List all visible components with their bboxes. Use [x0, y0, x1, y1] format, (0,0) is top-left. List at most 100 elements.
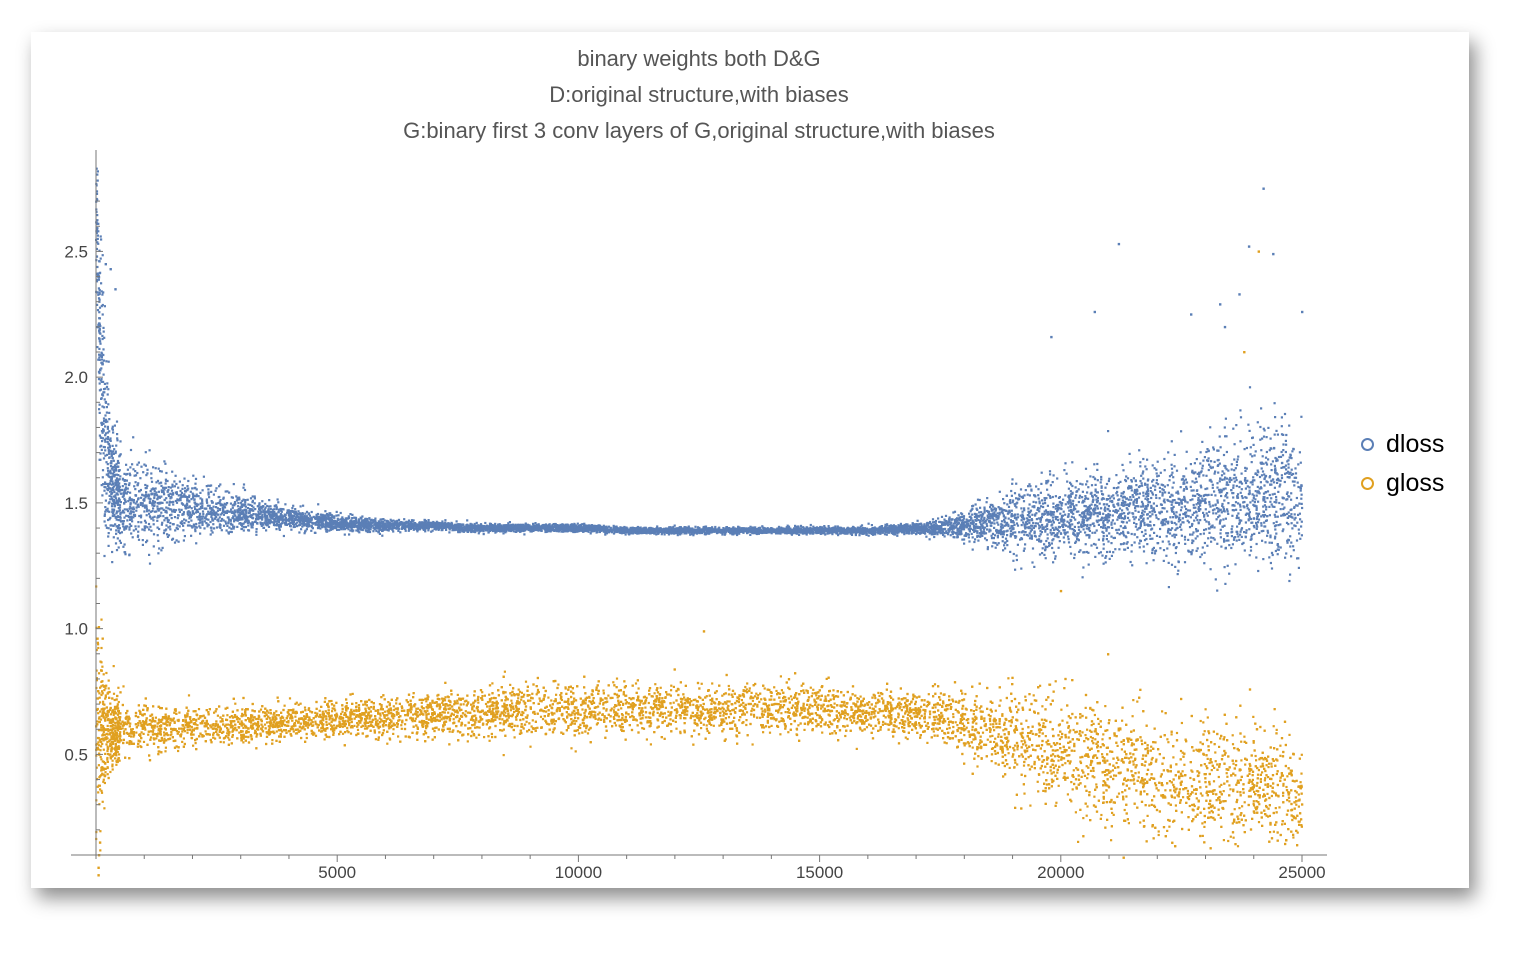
point-gloss	[780, 689, 783, 692]
point-gloss	[694, 698, 697, 701]
point-gloss	[1281, 823, 1284, 826]
point-gloss	[151, 730, 154, 733]
point-gloss	[838, 718, 841, 721]
point-gloss	[244, 735, 248, 738]
point-gloss	[1174, 791, 1177, 794]
point-gloss	[1096, 756, 1099, 759]
point-gloss	[567, 686, 571, 689]
point-gloss	[1114, 774, 1118, 777]
point-gloss	[1066, 793, 1069, 796]
point-gloss	[199, 716, 202, 719]
point-gloss	[997, 733, 1000, 736]
point-gloss	[919, 726, 922, 729]
point-gloss	[686, 697, 689, 700]
point-gloss	[303, 706, 307, 709]
point-gloss	[939, 698, 942, 701]
point-gloss	[109, 756, 112, 759]
point-gloss	[744, 707, 747, 711]
point-gloss	[779, 733, 782, 736]
point-gloss	[1117, 792, 1121, 795]
point-gloss	[95, 677, 98, 680]
point-gloss	[1008, 766, 1011, 769]
point-gloss	[1024, 695, 1027, 698]
point-gloss	[602, 703, 605, 706]
point-gloss	[388, 727, 391, 730]
point-gloss	[165, 719, 169, 723]
point-gloss	[531, 719, 534, 722]
point-gloss	[244, 712, 247, 715]
point-gloss	[738, 698, 741, 701]
point-gloss	[1157, 833, 1160, 837]
point-gloss	[164, 750, 167, 753]
point-gloss	[829, 732, 832, 735]
point-gloss	[116, 703, 119, 706]
point-gloss	[97, 741, 100, 744]
point-gloss	[371, 720, 374, 723]
point-gloss	[1232, 790, 1235, 793]
point-gloss	[291, 711, 294, 714]
point-gloss	[491, 736, 494, 739]
point-gloss	[999, 699, 1002, 702]
point-gloss	[448, 730, 451, 733]
point-gloss	[918, 722, 921, 725]
point-gloss	[715, 690, 718, 693]
point-gloss	[558, 707, 561, 710]
point-gloss	[645, 696, 648, 699]
point-gloss	[809, 686, 812, 689]
point-gloss	[106, 766, 109, 769]
point-gloss	[257, 721, 260, 724]
point-gloss	[1116, 744, 1119, 747]
point-gloss	[113, 707, 116, 711]
point-gloss	[974, 738, 977, 741]
point-gloss	[1102, 759, 1105, 762]
point-gloss	[997, 735, 1000, 738]
point-gloss	[831, 723, 834, 726]
point-gloss	[1217, 813, 1220, 816]
point-gloss	[597, 718, 600, 721]
point-gloss	[1208, 732, 1211, 735]
point-gloss	[173, 720, 176, 723]
point-gloss	[1086, 728, 1089, 731]
point-gloss	[993, 729, 996, 732]
point-gloss	[112, 692, 116, 695]
point-gloss	[117, 686, 120, 689]
point-gloss	[938, 703, 942, 706]
point-gloss	[603, 716, 606, 719]
point-gloss	[111, 725, 114, 728]
point-gloss	[828, 700, 831, 703]
point-gloss	[727, 684, 730, 688]
point-gloss	[1181, 751, 1184, 754]
point-gloss	[263, 723, 267, 726]
point-gloss	[536, 688, 540, 691]
point-gloss	[1210, 769, 1213, 772]
point-gloss	[782, 718, 785, 721]
point-gloss	[144, 728, 147, 731]
point-gloss	[328, 718, 331, 721]
point-gloss	[553, 712, 556, 715]
point-gloss	[325, 721, 328, 724]
point-gloss	[183, 730, 187, 733]
point-gloss	[581, 708, 584, 711]
point-gloss	[517, 697, 520, 700]
point-gloss	[275, 714, 278, 717]
point-gloss	[1064, 762, 1067, 765]
point-gloss	[1190, 791, 1194, 794]
point-gloss	[742, 712, 745, 715]
point-gloss	[1282, 784, 1285, 787]
point-gloss	[718, 724, 721, 727]
point-gloss	[887, 714, 890, 717]
point-gloss	[845, 718, 848, 721]
point-gloss	[986, 738, 989, 741]
point-gloss	[1024, 751, 1027, 754]
point-gloss	[101, 734, 104, 737]
point-gloss	[902, 697, 905, 700]
point-gloss	[530, 725, 533, 728]
point-gloss	[372, 705, 375, 708]
point-gloss	[866, 718, 869, 721]
point-gloss	[557, 683, 560, 686]
point-gloss	[1104, 705, 1107, 708]
point-gloss	[672, 701, 675, 704]
point-gloss	[1155, 758, 1158, 761]
point-gloss	[672, 685, 675, 688]
point-gloss	[535, 693, 538, 696]
